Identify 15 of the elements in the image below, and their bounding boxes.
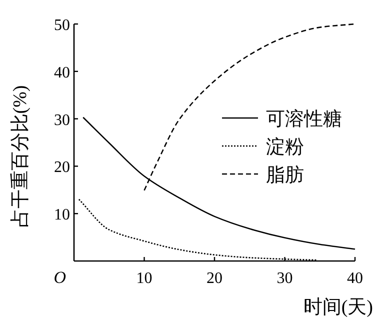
y-tick-label: 30 <box>54 112 70 129</box>
y-axis-title: 占干重百分比(%) <box>10 85 31 228</box>
y-tick-label: 20 <box>54 159 70 176</box>
y-tick-label: 50 <box>54 17 70 34</box>
text: O <box>54 268 66 287</box>
x-axis-title: 时间(天) <box>303 297 373 318</box>
legend-label: 脂肪 <box>266 165 304 186</box>
y-tick-label: 10 <box>54 206 70 224</box>
legend-label: 淀粉 <box>266 136 304 158</box>
y-tick-label: 40 <box>54 64 70 82</box>
x-tick-label: 40 <box>347 270 363 287</box>
x-tick-label: 20 <box>206 270 222 287</box>
legend-label: 可溶性糖 <box>266 108 342 130</box>
x-tick-label: 10 <box>136 270 152 287</box>
x-tick-label: 30 <box>276 270 293 287</box>
